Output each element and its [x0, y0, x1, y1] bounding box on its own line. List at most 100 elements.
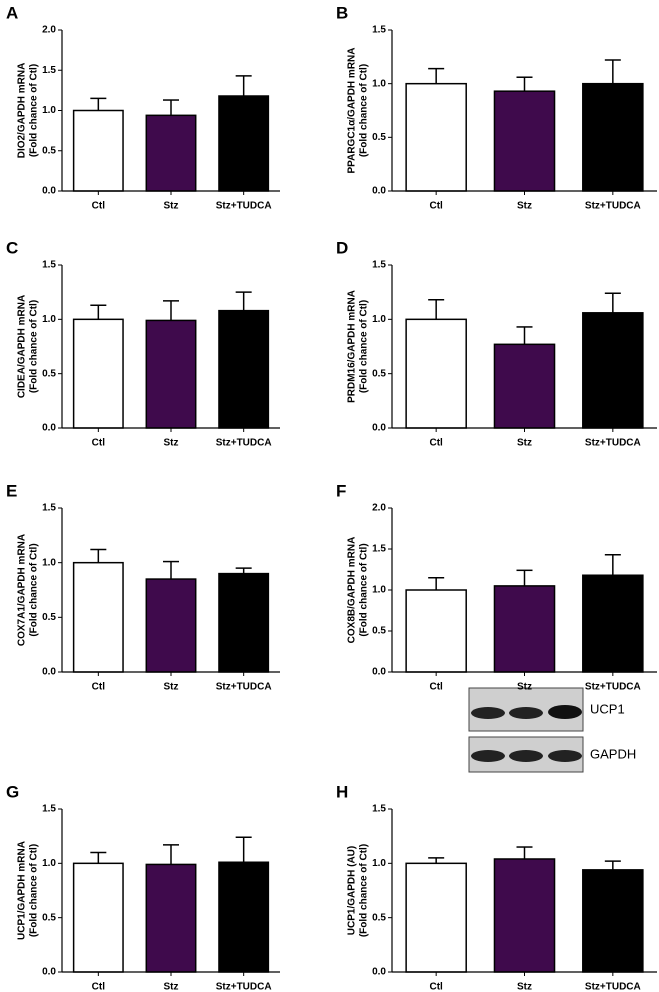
y-tick-label: 1.5: [372, 544, 386, 555]
bar: [493, 858, 556, 973]
y-tick-label: 1.0: [372, 314, 386, 325]
panel: Ctl Stz Stz+TUDCA 0.0 0.5 1.0 1.5 PRDM16/GAPDH …: [336, 238, 657, 449]
x-tick-label: Ctl: [92, 201, 106, 212]
y-axis-label: (Fold chance of Ctl): [29, 543, 40, 636]
y-tick-label: 1.5: [42, 503, 56, 514]
y-tick-label: 0.5: [372, 132, 386, 143]
bar: [493, 90, 556, 192]
y-axis-label: PPARGC1α/GAPDH mRNA: [347, 48, 358, 174]
y-tick-label: 1.5: [372, 804, 386, 815]
panel: Ctl Stz Stz+TUDCA 0.0 0.5 1.0 1.5 UCP1/GAPDH mR…: [6, 782, 280, 992]
y-tick-label: 0.0: [372, 967, 386, 978]
bar: [582, 574, 644, 673]
blot-label: GAPDH: [590, 746, 636, 761]
x-tick-label: Stz+TUDCA: [585, 438, 641, 449]
bar: [72, 109, 124, 192]
y-tick-label: 0.5: [372, 626, 386, 637]
y-tick-label: 0.0: [42, 186, 56, 197]
y-tick-label: 1.5: [372, 260, 386, 271]
panel-letter: A: [6, 3, 18, 22]
x-tick-label: Stz: [164, 682, 179, 693]
panel-letter: D: [336, 238, 348, 257]
blot-band: [548, 705, 582, 719]
panel-letter: F: [336, 481, 346, 500]
y-axis-label: (Fold chance of Ctl): [29, 64, 40, 157]
bar: [218, 95, 270, 192]
y-tick-label: 0.5: [372, 912, 386, 923]
y-tick-label: 1.5: [42, 804, 56, 815]
x-tick-label: Stz: [517, 982, 532, 992]
x-tick-label: Stz+TUDCA: [585, 982, 641, 992]
blot-band: [509, 707, 543, 719]
blot-band: [509, 750, 543, 762]
x-tick-label: Stz: [164, 201, 179, 212]
bar: [72, 561, 124, 673]
bar: [405, 862, 467, 973]
x-tick-label: Stz+TUDCA: [216, 682, 272, 693]
blot-band: [471, 707, 505, 719]
bar: [582, 869, 644, 973]
y-axis-label: (Fold chance of Ctl): [29, 300, 40, 393]
y-tick-label: 2.0: [42, 25, 56, 36]
y-axis-label: UCP1/GAPDH (AU): [347, 846, 358, 935]
y-tick-label: 2.0: [372, 503, 386, 514]
bar: [405, 589, 467, 673]
panel: Ctl Stz Stz+TUDCA 0.0 0.5 1.0 1.5 2.0 DIO2/GAPDH…: [6, 3, 280, 212]
y-tick-label: 0.0: [42, 667, 56, 678]
bar: [582, 312, 644, 429]
blot-label: UCP1: [590, 701, 625, 716]
bar: [145, 319, 197, 429]
bar: [145, 114, 197, 192]
x-tick-label: Stz+TUDCA: [585, 682, 641, 693]
y-tick-label: 0.5: [42, 612, 56, 623]
y-tick-label: 1.5: [42, 65, 56, 76]
y-tick-label: 0.5: [42, 912, 56, 923]
y-tick-label: 0.0: [372, 667, 386, 678]
y-tick-label: 0.5: [372, 368, 386, 379]
bar: [218, 572, 270, 673]
panel: Ctl Stz Stz+TUDCA 0.0 0.5 1.0 1.5 2.0 COX8B/GAPD…: [336, 481, 657, 693]
y-axis-label: COX8B/GAPDH mRNA: [347, 537, 358, 644]
y-axis-label: (Fold chance of Ctl): [359, 844, 370, 937]
y-tick-label: 1.0: [42, 858, 56, 869]
y-axis-label: (Fold chance of Ctl): [359, 300, 370, 393]
x-tick-label: Ctl: [92, 982, 106, 992]
x-tick-label: Stz: [164, 982, 179, 992]
bar: [405, 318, 467, 429]
x-tick-label: Ctl: [429, 682, 443, 693]
y-axis-label: DIO2/GAPDH mRNA: [17, 63, 28, 159]
x-tick-label: Ctl: [92, 682, 106, 693]
y-tick-label: 0.5: [42, 145, 56, 156]
y-tick-label: 1.0: [372, 858, 386, 869]
y-tick-label: 0.0: [372, 423, 386, 434]
x-tick-label: Stz: [517, 201, 532, 212]
x-tick-label: Stz+TUDCA: [216, 201, 272, 212]
bar: [72, 862, 124, 973]
y-tick-label: 1.0: [42, 105, 56, 116]
y-tick-label: 1.5: [372, 25, 386, 36]
x-tick-label: Stz: [517, 682, 532, 693]
panel: Ctl Stz Stz+TUDCA 0.0 0.5 1.0 1.5 PPARGC1α/GAPD…: [336, 3, 657, 212]
y-axis-label: (Fold chance of Ctl): [359, 64, 370, 157]
panel-letter: H: [336, 782, 348, 801]
bar: [145, 578, 197, 673]
x-tick-label: Ctl: [92, 438, 106, 449]
x-tick-label: Ctl: [429, 201, 443, 212]
bar: [493, 585, 556, 673]
y-tick-label: 0.0: [372, 186, 386, 197]
y-axis-label: UCP1/GAPDH mRNA: [17, 841, 28, 940]
y-tick-label: 1.0: [42, 314, 56, 325]
x-tick-label: Stz: [517, 438, 532, 449]
y-axis-label: (Fold chance of Ctl): [29, 844, 40, 937]
x-tick-label: Stz+TUDCA: [216, 982, 272, 992]
x-tick-label: Stz+TUDCA: [216, 438, 272, 449]
bar: [405, 82, 467, 192]
panel-letter: G: [6, 782, 19, 801]
panel: Ctl Stz Stz+TUDCA 0.0 0.5 1.0 1.5 COX7A1/GAPDH …: [6, 481, 280, 693]
x-tick-label: Ctl: [429, 438, 443, 449]
bar: [582, 82, 644, 192]
y-tick-label: 1.0: [42, 557, 56, 568]
bar: [493, 343, 556, 429]
panel: Ctl Stz Stz+TUDCA 0.0 0.5 1.0 1.5 CIDEA/GAPDH m…: [6, 238, 280, 449]
